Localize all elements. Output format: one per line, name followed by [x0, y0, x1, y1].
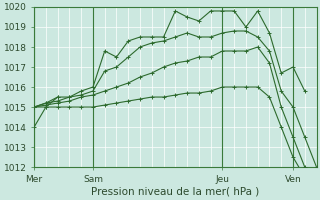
X-axis label: Pression niveau de la mer( hPa ): Pression niveau de la mer( hPa ): [91, 187, 260, 197]
